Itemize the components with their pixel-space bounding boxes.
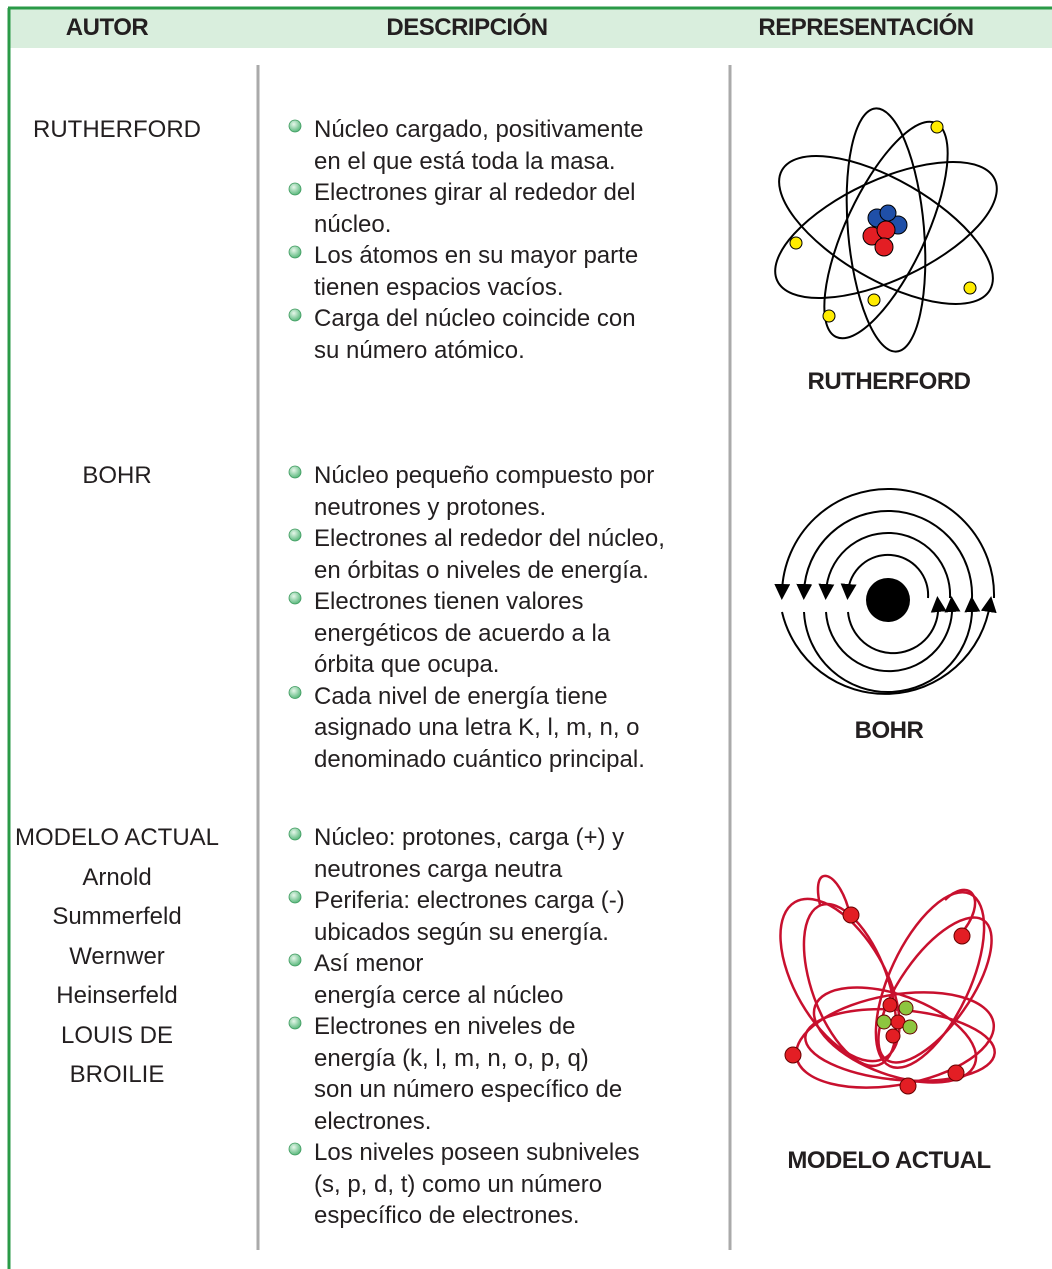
bullet-text: Los niveles poseen subniveles [314, 1139, 640, 1166]
author: Heinserfeld [56, 982, 178, 1009]
bullet [288, 245, 302, 259]
bullet-text: Electrones en niveles de [314, 1013, 576, 1040]
author: Summerfeld [52, 903, 182, 930]
caption: RUTHERFORD [807, 368, 972, 395]
bullet-text: en órbitas o niveles de energía. [314, 556, 649, 584]
caption: BOHR [854, 717, 924, 744]
bullet-text: Electrones girar al rededor del [314, 179, 636, 206]
bullet-text: energéticos de acuerdo a la [314, 619, 611, 647]
bullet-text: neutrones y protones. [314, 493, 547, 521]
column-header: DESCRIPCIÓN [386, 14, 548, 41]
caption: MODELO ACTUAL [787, 1147, 991, 1174]
bullet [288, 182, 302, 196]
bohr-atom [774, 487, 997, 695]
bullet [288, 1142, 302, 1156]
bullet [288, 686, 302, 699]
column-header: REPRESENTACIÓN [758, 14, 974, 41]
bullet [288, 591, 302, 605]
modern-atom [779, 874, 996, 1089]
bullet-text: órbita que ocupa. [314, 651, 500, 678]
bullet-text: neutrones carga neutra [314, 855, 563, 883]
bullet-text: (s, p, d, t) como un número [314, 1170, 603, 1198]
bullet-text: su número atómico. [314, 336, 525, 364]
bullet [288, 890, 302, 904]
bullet-text: Electrones al rededor del núcleo, [314, 525, 665, 552]
bullet-text: energía cerce al núcleo [314, 981, 564, 1009]
author: BROILIE [69, 1061, 165, 1088]
bullet-text: asignado una letra K, l, m, n, o [314, 714, 640, 741]
bullet-text: Cada nivel de energía tiene [314, 682, 608, 710]
bullet-text: en el que está toda la masa. [314, 147, 616, 175]
bullet [288, 528, 302, 542]
bullet [288, 465, 302, 479]
bullet-text: ubicados según su energía. [314, 918, 609, 946]
author: Arnold [82, 863, 152, 891]
bullet-text: son un número específico de [314, 1076, 623, 1103]
author: LOUIS DE [60, 1021, 174, 1049]
bullet-text: Los átomos en su mayor parte [314, 242, 639, 269]
bullet-text: Periferia: electrones carga (-) [314, 887, 625, 914]
author: RUTHERFORD [33, 116, 201, 143]
bullet-text: electrones. [314, 1107, 432, 1135]
bullet [288, 308, 302, 322]
bullet [288, 1016, 302, 1030]
bullet-text: Así menor [314, 950, 424, 977]
bullet-text: Carga del núcleo coincide con [314, 305, 636, 332]
bullet-text: Núcleo cargado, positivamente [314, 116, 644, 143]
bullet-text: Electrones tienen valores [314, 588, 584, 615]
bullet-text: Núcleo pequeño compuesto por [314, 462, 655, 489]
author: BOHR [82, 462, 152, 489]
bullet [288, 953, 302, 967]
bullet [288, 827, 302, 841]
author: MODELO ACTUAL [14, 824, 220, 851]
bullet-text: núcleo. [314, 210, 392, 238]
bullet-text: energía (k, l, m, n, o, p, q) [314, 1044, 589, 1072]
bullet-text: tienen espacios vacíos. [314, 273, 564, 301]
column-header: AUTOR [65, 14, 149, 41]
author: Wernwer [69, 942, 165, 970]
bullet-text: Núcleo: protones, carga (+) y [314, 824, 625, 851]
bullet-text: denominado cuántico principal. [314, 745, 645, 773]
bullet-text: específico de electrones. [314, 1202, 580, 1229]
bullet [288, 119, 302, 133]
